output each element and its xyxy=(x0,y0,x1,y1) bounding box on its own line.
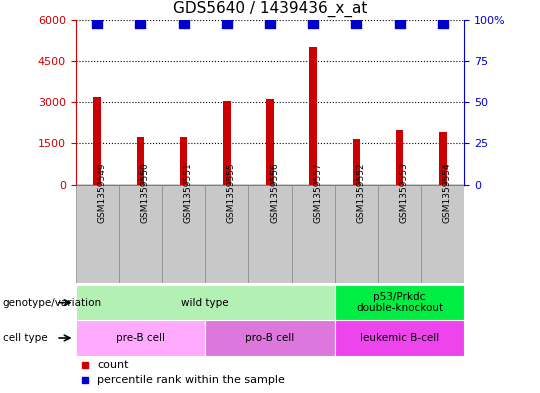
Text: GSM1359555: GSM1359555 xyxy=(227,162,236,223)
Bar xyxy=(205,320,335,356)
Point xyxy=(266,20,274,26)
Point xyxy=(352,20,361,26)
Bar xyxy=(76,185,119,283)
Text: count: count xyxy=(97,360,129,370)
Text: GSM1359557: GSM1359557 xyxy=(313,162,322,223)
Text: GSM1359554: GSM1359554 xyxy=(443,162,452,223)
Bar xyxy=(119,185,162,283)
Bar xyxy=(335,285,464,320)
Bar xyxy=(421,185,464,283)
Text: p53/Prkdc
double-knockout: p53/Prkdc double-knockout xyxy=(356,292,443,313)
Point xyxy=(179,20,188,26)
Bar xyxy=(335,185,378,283)
Bar xyxy=(180,136,187,185)
Point xyxy=(222,20,231,26)
Point xyxy=(395,20,404,26)
Bar xyxy=(162,185,205,283)
Bar xyxy=(205,185,248,283)
Bar xyxy=(439,132,447,185)
Bar xyxy=(93,97,101,185)
Bar xyxy=(223,101,231,185)
Text: GSM1359552: GSM1359552 xyxy=(356,162,366,223)
Bar xyxy=(76,320,205,356)
Text: GSM1359556: GSM1359556 xyxy=(270,162,279,223)
Text: wild type: wild type xyxy=(181,298,229,308)
Point xyxy=(136,20,145,26)
Bar xyxy=(309,47,317,185)
Text: percentile rank within the sample: percentile rank within the sample xyxy=(97,375,285,385)
Bar xyxy=(76,285,335,320)
Text: GSM1359550: GSM1359550 xyxy=(140,162,150,223)
Bar xyxy=(248,185,292,283)
Bar xyxy=(378,185,421,283)
Text: GSM1359549: GSM1359549 xyxy=(97,162,106,223)
Point xyxy=(309,20,318,26)
Text: genotype/variation: genotype/variation xyxy=(3,298,102,308)
Bar xyxy=(266,99,274,185)
Point xyxy=(93,20,102,26)
Bar xyxy=(353,139,360,185)
Text: cell type: cell type xyxy=(3,333,48,343)
Bar xyxy=(292,185,335,283)
Bar xyxy=(335,320,464,356)
Text: pre-B cell: pre-B cell xyxy=(116,333,165,343)
Text: leukemic B-cell: leukemic B-cell xyxy=(360,333,439,343)
Bar xyxy=(137,136,144,185)
Text: GSM1359553: GSM1359553 xyxy=(400,162,409,223)
Point xyxy=(438,20,447,26)
Text: pro-B cell: pro-B cell xyxy=(245,333,295,343)
Title: GDS5640 / 1439436_x_at: GDS5640 / 1439436_x_at xyxy=(173,1,367,17)
Bar xyxy=(396,130,403,185)
Text: GSM1359551: GSM1359551 xyxy=(184,162,193,223)
